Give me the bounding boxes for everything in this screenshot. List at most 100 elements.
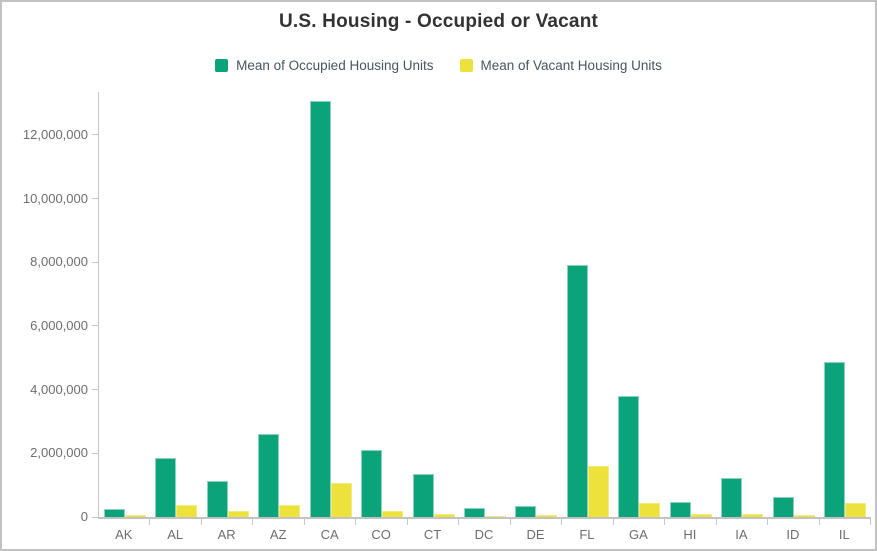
bar-vacant-CT[interactable] <box>433 513 455 517</box>
y-tick-label: 6,000,000 <box>30 317 88 333</box>
x-axis-tick <box>149 519 151 525</box>
x-tick-label-CO: CO <box>371 527 391 542</box>
x-axis-tick <box>355 519 357 525</box>
bar-occupied-AL[interactable] <box>155 457 177 517</box>
x-tick-label-CT: CT <box>423 527 442 542</box>
legend-item-occupied[interactable]: Mean of Occupied Housing Units <box>215 58 434 73</box>
legend-label: Mean of Vacant Housing Units <box>480 58 662 73</box>
x-tick-label-AZ: AZ <box>269 527 287 542</box>
bar-occupied-AK[interactable] <box>103 509 125 517</box>
category-group-AK <box>99 92 150 517</box>
x-axis-labels: AK AL AR AZ CA CO CT DC DE FL GA HI IA ID IL <box>98 527 870 542</box>
y-axis-tick <box>92 134 98 136</box>
category-group-ID <box>768 92 819 517</box>
legend-swatch-occupied <box>215 59 229 72</box>
y-tick-label: 2,000,000 <box>30 445 88 461</box>
x-tick-label-CA: CA <box>320 527 339 542</box>
x-tick-label-ID: ID <box>786 527 800 542</box>
x-tick-label-IA: IA <box>735 527 748 542</box>
y-axis-tick <box>92 516 98 518</box>
chart-title: U.S. Housing - Occupied or Vacant <box>278 11 599 32</box>
x-tick-label-IL: IL <box>838 527 850 542</box>
chart-legend: Mean of Occupied Housing Units Mean of Va… <box>2 58 875 73</box>
bar-vacant-DC[interactable] <box>485 515 507 517</box>
bar-occupied-CA[interactable] <box>309 101 331 517</box>
category-group-IA <box>717 92 768 517</box>
bar-occupied-CO[interactable] <box>361 450 383 517</box>
x-axis-tick <box>715 519 717 525</box>
x-axis-tick <box>252 519 254 525</box>
x-axis-tick <box>561 519 563 525</box>
x-axis-tick <box>509 519 511 525</box>
x-tick-label-GA: GA <box>629 527 648 542</box>
x-tick-label-AR: AR <box>217 527 236 542</box>
bar-vacant-CO[interactable] <box>382 510 404 517</box>
chart-area: 0 2,000,000 4,000,000 6,000,000 8,000,000 10,… <box>2 90 875 549</box>
plot-area <box>98 92 871 525</box>
category-group-CT <box>408 92 459 517</box>
category-group-AR <box>202 92 253 517</box>
bar-vacant-AR[interactable] <box>227 510 249 517</box>
category-group-DC <box>459 92 510 517</box>
bar-occupied-IL[interactable] <box>824 361 846 517</box>
x-axis-tick <box>767 519 769 525</box>
bar-vacant-IA[interactable] <box>742 513 764 517</box>
y-axis-tick <box>92 389 98 391</box>
bar-vacant-GA[interactable] <box>639 502 661 517</box>
bar-vacant-FL[interactable] <box>587 466 609 517</box>
bar-vacant-AL[interactable] <box>176 505 198 517</box>
x-tick-label-DE: DE <box>526 527 545 542</box>
bar-vacant-AK[interactable] <box>124 515 146 517</box>
bar-vacant-DE[interactable] <box>536 514 558 517</box>
bar-vacant-HI[interactable] <box>690 514 712 517</box>
x-tick-label-AL: AL <box>167 527 184 542</box>
category-group-FL <box>562 92 613 517</box>
bar-occupied-GA[interactable] <box>618 395 640 517</box>
category-group-HI <box>665 92 716 517</box>
x-axis-tick <box>200 519 202 525</box>
y-tick-label: 4,000,000 <box>30 381 88 397</box>
x-tick-label-HI: HI <box>683 527 697 542</box>
bar-occupied-FL[interactable] <box>566 265 588 517</box>
y-tick-label: 12,000,000 <box>22 126 88 142</box>
bar-occupied-IA[interactable] <box>721 477 743 517</box>
x-axis-tick <box>303 519 305 525</box>
bar-occupied-AZ[interactable] <box>258 434 280 517</box>
bars-container <box>99 92 871 517</box>
legend-label: Mean of Occupied Housing Units <box>236 58 434 73</box>
bar-occupied-ID[interactable] <box>772 496 794 517</box>
y-tick-label: 8,000,000 <box>30 254 88 270</box>
x-axis-tick <box>612 519 614 525</box>
bar-occupied-DC[interactable] <box>464 508 486 517</box>
y-axis-tick <box>92 198 98 200</box>
category-group-AZ <box>253 92 304 517</box>
legend-item-vacant[interactable]: Mean of Vacant Housing Units <box>459 58 662 73</box>
bar-vacant-ID[interactable] <box>793 514 815 517</box>
bar-occupied-CT[interactable] <box>412 474 434 517</box>
y-tick-label: 0 <box>80 509 88 524</box>
category-group-CO <box>356 92 407 517</box>
bar-occupied-HI[interactable] <box>669 502 691 517</box>
category-group-GA <box>614 92 665 517</box>
bar-vacant-IL[interactable] <box>845 502 867 517</box>
x-tick-label-DC: DC <box>474 527 494 542</box>
x-axis-tick <box>870 519 871 525</box>
y-tick-label: 10,000,000 <box>22 190 88 206</box>
x-axis-tick <box>818 519 820 525</box>
y-axis-tick <box>92 325 98 327</box>
category-group-AL <box>150 92 201 517</box>
x-axis-tick <box>458 519 460 525</box>
x-tick-label-AK: AK <box>115 527 133 542</box>
category-group-DE <box>511 92 562 517</box>
y-axis-tick <box>92 261 98 263</box>
category-group-CA <box>305 92 356 517</box>
x-axis-tick <box>664 519 666 525</box>
category-group-IL <box>820 92 871 517</box>
bar-vacant-CA[interactable] <box>330 482 352 517</box>
bar-occupied-DE[interactable] <box>515 505 537 517</box>
bar-vacant-AZ[interactable] <box>279 505 301 517</box>
y-axis-tick <box>92 452 98 454</box>
legend-swatch-vacant <box>459 59 473 72</box>
bar-occupied-AR[interactable] <box>206 481 228 517</box>
